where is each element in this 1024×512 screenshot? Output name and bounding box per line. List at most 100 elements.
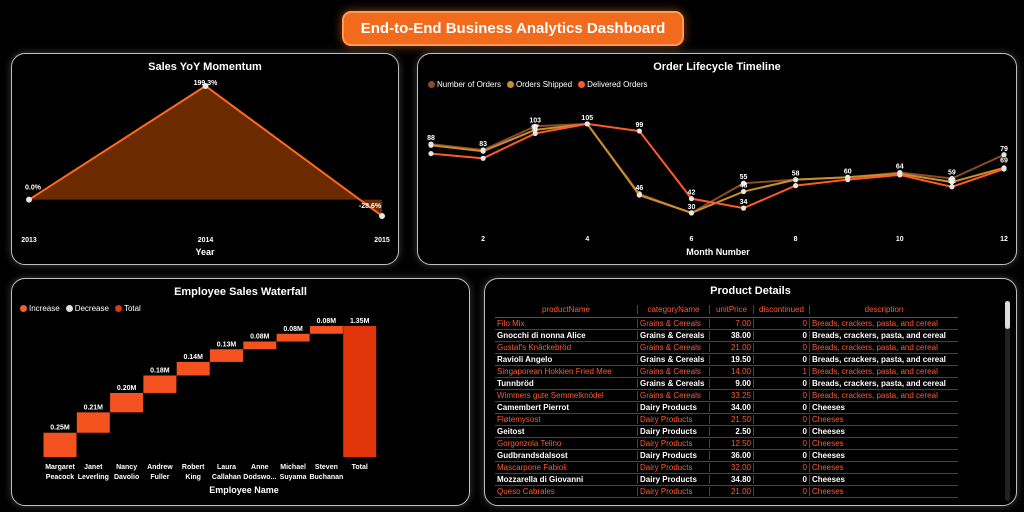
data-label: 97 [531,124,539,131]
col-header-categoryname[interactable]: categoryName [637,304,709,314]
legend-item-increase[interactable]: Increase [20,304,60,313]
table-cell: Fløtemysost [497,415,541,424]
data-label: 105 [581,115,593,122]
waterfall-data-label: 0.21M [84,404,104,411]
col-header-discontinued[interactable]: discontinued [753,304,809,314]
legend-dot-icon [507,81,515,88]
series-point [845,177,851,183]
table-row[interactable]: Gustaf's Knäckebröd Grains & Cereals 21.00… [495,342,958,354]
legend-item-orders[interactable]: Number of Orders [428,80,501,89]
table-row[interactable]: Gudbrandsdalsost Dairy Products 36.00 0 Chee… [495,450,958,462]
table-cell: Cheeses [809,463,958,472]
table-row[interactable]: Geitost Dairy Products 2.50 0 Cheeses [495,426,958,438]
table-cell: Grains & Cereals [637,319,709,328]
series-point [740,188,747,195]
dashboard-title[interactable]: End-to-End Business Analytics Dashboard [342,11,684,46]
data-label: 103 [529,117,541,124]
table-row[interactable]: Mozzarella di Giovanni Dairy Products 34.8… [495,474,958,486]
legend-dot-icon [578,81,586,88]
table-cell: 0 [753,331,809,340]
table-row[interactable]: Fløtemysost Dairy Products 21.50 0 Cheeses [495,414,958,426]
col-header-unitprice[interactable]: unitPrice [709,304,753,314]
yoy-x-axis-label: Year [195,247,215,257]
legend-item-total[interactable]: Total [114,304,141,313]
data-label: 60 [844,168,852,175]
legend-item-delivered[interactable]: Delivered Orders [578,80,648,89]
data-label: 59 [948,169,956,176]
x-tick: 10 [896,236,904,243]
x-tick: 4 [585,236,589,243]
col-header-productname[interactable]: productName [541,304,591,314]
table-cell: 2.50 [709,427,753,436]
table-cell: 0 [753,427,809,436]
table-row[interactable]: Camembert Pierrot Dairy Products 34.00 0 Che… [495,402,958,414]
series-point [949,179,955,185]
scrollbar-thumb[interactable] [1005,301,1010,329]
col-header-description[interactable]: description▲ [809,304,958,314]
x-tick: 6 [690,236,694,243]
table-row[interactable]: Mascarpone Fabioli Dairy Products 32.00 0 Ch… [495,462,958,474]
legend-dot-icon [428,81,435,88]
table-row[interactable]: Queso Cabrales Dairy Products 21.00 0 Cheese… [495,486,958,498]
yoy-panel: Sales YoY Momentum 0.0% 199.3% -28.6% 2013 2… [11,53,399,265]
x-tick: 2 [481,236,485,243]
waterfall-increase-bar [43,432,77,457]
table-cell: Breads, crackers, pasta, and cereal [809,319,958,328]
table-cell: 0 [753,343,809,352]
table-row[interactable]: Gorgonzola Telino Dairy Products 12.50 0 Che… [495,438,958,450]
series-point [793,183,799,189]
series-point [636,128,642,134]
legend-label: Orders Shipped [516,80,573,89]
table-cell: Ravioli Angelo [497,355,553,364]
waterfall-x-axis-label: Employee Name [209,485,279,495]
data-label: 55 [740,174,748,181]
table-cell: Cheeses [809,439,958,448]
data-label: 46 [635,185,643,192]
series-point [532,130,538,137]
table-cell: 9.00 [709,379,753,388]
table-cell: 0 [753,487,809,496]
table-cell: Dairy Products [637,451,709,460]
waterfall-x-tick: Laura [217,464,236,471]
table-cell: Grains & Cereals [637,343,709,352]
waterfall-x-tick: Janet [84,464,103,471]
table-cell: 14.00 [709,367,753,376]
waterfall-x-tick: Dodswo... [243,474,276,481]
table-row[interactable]: Filo Mix Grains & Cereals 7.00 0 Breads, cra… [495,318,958,330]
table-cell: Queso Cabrales [497,487,555,496]
legend-label: Number of Orders [437,80,502,89]
table-cell: Breads, crackers, pasta, and cereal [809,355,958,364]
table-cell: 0 [753,403,809,412]
line-number-of-orders [430,122,1005,214]
legend-label: Total [123,304,141,313]
series-point [688,196,695,202]
table-scrollbar[interactable] [1005,301,1010,501]
legend-item-decrease[interactable]: Decrease [65,304,109,313]
waterfall-increase-bar [176,361,210,376]
waterfall-data-label: 0.18M [150,367,170,374]
col-header-description-label: description [864,304,904,314]
table-header-row: productName categoryName unitPrice disco… [495,301,958,318]
data-label: 99 [635,122,643,129]
series-point [584,121,590,127]
table-cell: Cheeses [809,403,958,412]
table-row[interactable]: Tunnbröd Grains & Cereals 9.00 0 Breads, cra… [495,378,958,390]
waterfall-increase-bar [143,375,177,393]
table-cell: 0 [753,391,809,400]
series-point [1001,152,1007,158]
table-cell: Geitost [497,427,525,436]
yoy-title: Sales YoY Momentum [148,61,262,73]
yoy-x-tick: 2015 [374,237,390,244]
table-row[interactable]: Singaporean Hokkien Fried Mee Grains & Ce… [495,366,958,378]
table-row[interactable]: Ravioli Angelo Grains & Cereals 19.50 0 Brea… [495,354,958,366]
table-row[interactable]: Gnocchi di nonna Alice Grains & Cereals 38… [495,330,958,342]
table-cell: Breads, crackers, pasta, and cereal [809,379,958,388]
table-cell: Cheeses [809,451,958,460]
table-row[interactable]: Wimmers gute Semmelknödel Grains & Cereal… [495,390,958,402]
waterfall-x-tick: Leverling [78,474,109,481]
waterfall-data-label: 0.13M [217,341,237,348]
series-point [532,123,538,129]
lifecycle-title: Order Lifecycle Timeline [653,61,781,73]
legend-item-shipped[interactable]: Orders Shipped [507,80,572,89]
yoy-x-tick: 2013 [21,237,37,244]
